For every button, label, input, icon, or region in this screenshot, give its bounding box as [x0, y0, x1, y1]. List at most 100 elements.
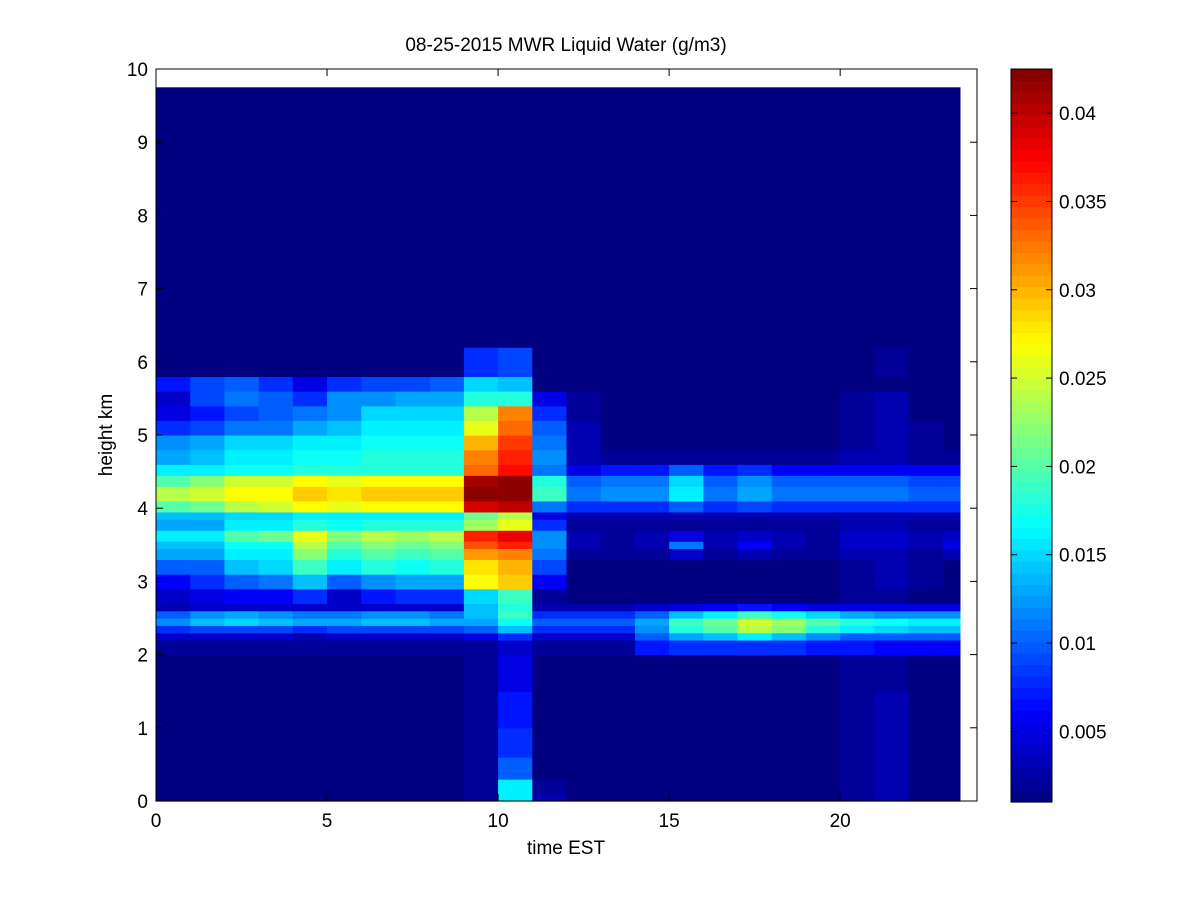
heatmap-cell: [840, 691, 875, 729]
heatmap-cell: [840, 391, 875, 407]
heatmap-cell: [463, 475, 499, 487]
heatmap-cell: [463, 347, 499, 378]
heatmap-cell: [361, 548, 397, 561]
heatmap-cell: [669, 625, 704, 634]
heatmap-cell: [942, 420, 961, 436]
heatmap-cell: [737, 449, 773, 465]
heatmap-cell: [942, 548, 961, 561]
heatmap-cell: [361, 530, 397, 542]
colorbar-tick-label: 0.01: [1059, 634, 1096, 655]
heatmap-cell: [463, 541, 499, 550]
heatmap-cell: [190, 435, 226, 451]
heatmap-cell: [771, 574, 807, 590]
heatmap-cell: [361, 574, 397, 590]
heatmap-cell: [463, 391, 499, 407]
heatmap-cell: [771, 511, 807, 520]
heatmap-cell: [942, 449, 961, 465]
heatmap-cell: [395, 603, 431, 612]
heatmap-cell: [532, 779, 568, 795]
colorbar-tick-label: 0.04: [1059, 104, 1096, 125]
heatmap-cell: [737, 727, 773, 758]
heatmap-cell: [669, 779, 704, 795]
colorbar-segment: [1011, 298, 1052, 311]
heatmap-cell: [156, 420, 191, 436]
heatmap-cell: [224, 511, 260, 520]
heatmap-cell: [327, 347, 362, 378]
heatmap-cell: [908, 541, 944, 550]
heatmap-cell: [566, 548, 602, 561]
heatmap-cell: [395, 475, 431, 487]
heatmap-cell: [634, 625, 670, 634]
heatmap-cell: [327, 500, 362, 513]
heatmap-cell: [703, 541, 739, 550]
heatmap-cell: [463, 625, 499, 634]
heatmap-cell: [805, 449, 841, 465]
heatmap-cell: [429, 464, 465, 476]
heatmap-cell: [429, 511, 465, 520]
heatmap-cell: [327, 376, 362, 392]
heatmap-cell: [840, 757, 875, 780]
heatmap-cell: [669, 347, 704, 378]
heatmap-cell: [327, 632, 362, 641]
heatmap-cell: [532, 588, 568, 604]
heatmap-cell: [703, 625, 739, 634]
heatmap-cell: [908, 559, 944, 575]
y-tick-label: 1: [137, 719, 148, 740]
heatmap-cell: [600, 405, 636, 421]
heatmap-cell: [737, 588, 773, 604]
heatmap-cell: [190, 464, 226, 476]
y-tick-label: 8: [137, 206, 148, 227]
heatmap-cell: [361, 376, 397, 392]
heatmap-cell: [771, 347, 807, 378]
heatmap-cell: [258, 603, 294, 612]
y-tick-label: 10: [127, 60, 148, 81]
heatmap-cell: [942, 500, 961, 513]
heatmap-cell: [805, 639, 841, 656]
heatmap-cell: [224, 405, 260, 421]
heatmap-cell: [566, 405, 602, 421]
heatmap-cell: [429, 691, 465, 729]
colorbar-segment: [1011, 137, 1052, 150]
heatmap-cell: [703, 779, 739, 795]
heatmap-cell: [634, 793, 670, 802]
heatmap-cell: [942, 727, 961, 758]
heatmap-cell: [874, 519, 910, 531]
heatmap-cell: [190, 603, 226, 612]
heatmap-cell: [258, 87, 294, 348]
heatmap-cell: [566, 793, 602, 802]
heatmap-cell: [566, 603, 602, 612]
heatmap-cell: [634, 610, 670, 619]
heatmap-cell: [942, 757, 961, 780]
heatmap-cell: [498, 475, 533, 487]
colorbar-segment: [1011, 275, 1052, 288]
heatmap-cell: [566, 511, 602, 520]
heatmap-cell: [395, 625, 431, 634]
heatmap-cell: [224, 519, 260, 531]
heatmap-cell: [258, 530, 294, 542]
heatmap-cell: [327, 435, 362, 451]
heatmap-cell: [840, 486, 875, 502]
heatmap-cell: [258, 405, 294, 421]
heatmap-cell: [292, 610, 328, 619]
heatmap-cell: [908, 610, 944, 619]
colorbar-segment: [1011, 653, 1052, 666]
heatmap-cell: [292, 87, 328, 348]
colorbar-segment: [1011, 240, 1052, 253]
heatmap-cell: [566, 618, 602, 626]
heatmap-cell: [361, 625, 397, 634]
heatmap-cell: [532, 500, 568, 513]
heatmap-cell: [224, 541, 260, 550]
heatmap-cell: [669, 519, 704, 531]
heatmap-cell: [429, 603, 465, 612]
heatmap-cell: [566, 391, 602, 407]
heatmap-cell: [908, 793, 944, 802]
heatmap-cell: [532, 486, 568, 502]
heatmap-cell: [224, 435, 260, 451]
heatmap-cell: [771, 603, 807, 612]
heatmap-cell: [292, 449, 328, 465]
heatmap-cell: [737, 793, 773, 802]
heatmap-cell: [805, 610, 841, 619]
heatmap-cell: [634, 618, 670, 626]
heatmap-cell: [224, 500, 260, 513]
heatmap-cell: [190, 618, 226, 626]
